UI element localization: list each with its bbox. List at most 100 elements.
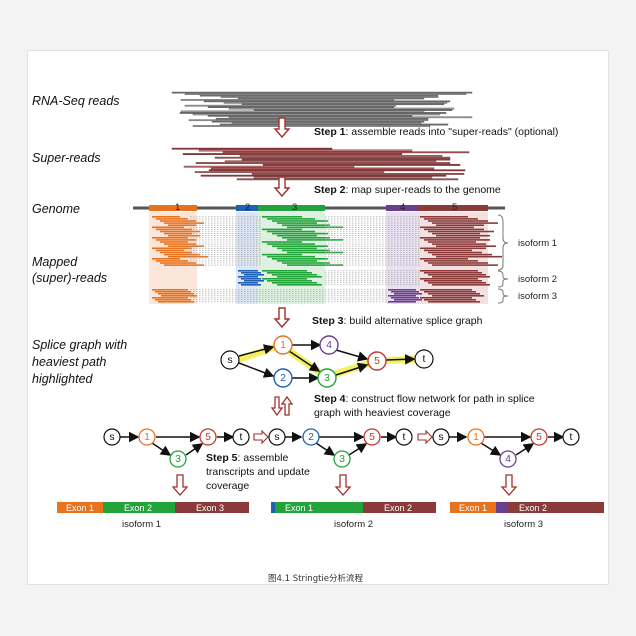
read-bar <box>208 169 466 172</box>
read-bar <box>432 243 486 245</box>
read-bar <box>223 101 448 104</box>
read-bar <box>428 220 488 222</box>
read-bar <box>391 297 419 299</box>
node-3: 3 <box>324 372 330 384</box>
read-bar <box>152 297 188 299</box>
read-bar <box>156 239 196 241</box>
read-bar <box>428 241 476 243</box>
node-4: 4 <box>505 453 511 465</box>
read-bar <box>241 278 261 280</box>
read-bar <box>238 276 258 278</box>
read-bar <box>152 226 184 229</box>
exon-label: Exon 1 <box>66 503 94 513</box>
rnaseq-reads <box>171 91 473 127</box>
node-3: 3 <box>175 453 181 465</box>
read-bar <box>428 251 482 254</box>
read-bar <box>388 295 416 297</box>
read-bar <box>262 278 307 280</box>
read-bar <box>253 176 433 179</box>
read-bar <box>160 251 192 254</box>
read-bar <box>424 228 484 231</box>
read-bar <box>262 270 307 272</box>
read-bar <box>428 293 480 295</box>
read-bar <box>262 216 302 218</box>
node-t: t <box>423 353 426 365</box>
read-bar <box>424 272 482 274</box>
transcript-isoform-2: Exon 1 Exon 2 isoform 2 <box>271 502 436 530</box>
read-bar <box>207 106 395 108</box>
read-bar <box>158 301 194 303</box>
label-mapped-1: Mapped <box>32 255 78 269</box>
read-bar <box>432 276 490 278</box>
read-bar <box>432 295 484 297</box>
exon-label: Exon 2 <box>384 503 412 513</box>
label-mapped-2: (super)-reads <box>32 271 107 285</box>
read-bar <box>231 122 422 124</box>
read-bar <box>241 158 451 161</box>
flow-network-2: s 2 3 5 t <box>268 428 413 468</box>
label-superreads: Super-reads <box>32 151 101 165</box>
read-bar <box>420 216 468 218</box>
read-bar <box>164 253 200 256</box>
read-bar <box>436 234 490 237</box>
label-rnaseq: RNA-Seq reads <box>32 94 120 108</box>
read-bar <box>171 91 473 94</box>
read-bar <box>436 255 502 258</box>
node-s: s <box>438 431 443 443</box>
isoform-name: isoform 3 <box>504 519 543 530</box>
read-bar <box>267 218 315 220</box>
read-bar <box>428 282 486 284</box>
read-bar <box>436 224 484 226</box>
read-bar <box>251 172 465 175</box>
read-bar <box>287 226 343 229</box>
node-2: 2 <box>280 372 286 384</box>
read-bar <box>277 276 322 278</box>
step-4-text: Step 4: construct flow network for path … <box>314 393 535 405</box>
exon-label: Exon 1 <box>285 503 313 513</box>
genome-exon-number: 5 <box>452 202 457 213</box>
read-bar <box>394 299 422 301</box>
read-bar <box>179 112 447 114</box>
read-bar <box>160 241 188 243</box>
exon-label: Exon 2 <box>124 503 152 513</box>
node-s: s <box>109 431 114 443</box>
exon-label: Exon 2 <box>519 503 547 513</box>
super-reads <box>171 147 470 181</box>
read-bar <box>152 247 192 250</box>
read-bar <box>267 255 315 258</box>
read-bar <box>198 149 413 152</box>
read-bar <box>428 230 494 233</box>
step-5-text-2: transcripts and update <box>206 466 310 478</box>
read-bar <box>432 232 480 235</box>
isoform-label-1: isoform 1 <box>518 238 557 249</box>
read-bar <box>241 103 445 106</box>
label-splice-2: heaviest path <box>32 355 106 369</box>
read-bar <box>277 222 317 224</box>
read-bar <box>184 93 467 95</box>
isoform-label-2: isoform 2 <box>518 274 557 285</box>
genome-exon-number: 2 <box>245 202 250 213</box>
exon-label: Exon 3 <box>196 503 224 513</box>
read-bar <box>180 99 395 101</box>
step-2-text: Step 2: map super-reads to the genome <box>314 184 501 196</box>
read-bar <box>192 125 431 127</box>
read-bar <box>152 216 180 218</box>
read-bar <box>156 249 184 252</box>
read-bar <box>262 228 302 231</box>
read-bar <box>238 282 258 284</box>
read-bar <box>195 162 451 164</box>
read-bar <box>241 272 261 274</box>
read-bar <box>199 94 439 97</box>
read-bar <box>388 289 416 291</box>
read-bar <box>428 274 486 276</box>
read-bar <box>262 241 302 243</box>
read-bar <box>282 224 330 226</box>
read-bar <box>207 114 413 117</box>
read-bar <box>424 280 482 282</box>
down-arrow-icon <box>500 474 518 496</box>
read-bar <box>215 117 429 120</box>
read-bar <box>219 123 449 126</box>
read-bar <box>192 113 441 116</box>
right-arrow-icon <box>253 429 269 445</box>
read-bar <box>272 232 328 235</box>
